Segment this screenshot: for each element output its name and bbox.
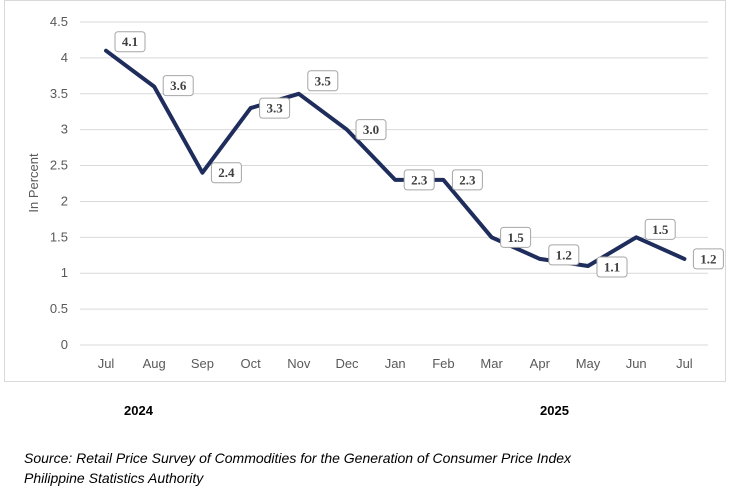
data-label-box xyxy=(259,97,291,119)
data-label-box xyxy=(210,162,242,184)
data-label-box xyxy=(548,244,580,266)
source-line-2: Philippine Statistics Authority xyxy=(24,470,204,486)
year-label-2024: 2024 xyxy=(124,403,153,418)
source-line-1: Source: Retail Price Survey of Commoditi… xyxy=(24,450,572,466)
data-label: 2.4 xyxy=(218,165,235,180)
data-label: 3.0 xyxy=(363,122,379,137)
x-tick-label: Feb xyxy=(432,356,454,371)
data-label: 3.3 xyxy=(266,101,283,116)
x-tick-label: Dec xyxy=(335,356,359,371)
data-label-box xyxy=(692,248,724,270)
y-tick-label: 0 xyxy=(61,337,68,352)
x-tick-label: May xyxy=(576,356,601,371)
y-tick-label: 4 xyxy=(61,50,68,65)
data-label: 4.1 xyxy=(122,34,138,49)
y-tick-label: 3.5 xyxy=(50,86,68,101)
data-label: 1.1 xyxy=(604,260,620,275)
data-label-box xyxy=(451,169,483,191)
x-tick-label: Jul xyxy=(98,356,115,371)
x-tick-label: Nov xyxy=(287,356,311,371)
data-label: 1.5 xyxy=(652,222,669,237)
data-label-box xyxy=(355,119,387,141)
data-label-box xyxy=(596,256,628,278)
data-label: 2.3 xyxy=(411,172,428,187)
x-tick-label: Apr xyxy=(530,356,551,371)
x-tick-label: Oct xyxy=(240,356,261,371)
x-tick-label: Aug xyxy=(143,356,166,371)
x-tick-label: Jul xyxy=(676,356,693,371)
data-label-box xyxy=(403,169,435,191)
data-label: 2.3 xyxy=(459,172,476,187)
data-label-box xyxy=(500,226,532,248)
y-tick-label: 0.5 xyxy=(50,301,68,316)
y-tick-label: 3 xyxy=(61,122,68,137)
data-label: 1.5 xyxy=(507,230,524,245)
series-line xyxy=(104,48,687,268)
y-tick-label: 2 xyxy=(61,193,68,208)
data-label-box xyxy=(644,218,676,240)
data-label: 1.2 xyxy=(556,247,572,262)
y-tick-label: 2.5 xyxy=(50,158,68,173)
x-tick-label: Jan xyxy=(385,356,406,371)
x-tick-label: Jun xyxy=(626,356,647,371)
data-label-box xyxy=(307,70,339,92)
x-tick-label: Sep xyxy=(191,356,214,371)
y-axis-label: In Percent xyxy=(26,153,41,213)
data-label: 1.2 xyxy=(700,251,716,266)
data-label-box xyxy=(114,31,146,53)
line-chart: 0 0.5 1 1.5 2 2.5 3 3.5 4 4.5 In Percent Jul Aug Sep O… xyxy=(26,14,724,371)
year-label-2025: 2025 xyxy=(540,403,569,418)
x-tick-label: Mar xyxy=(480,356,503,371)
y-tick-label: 4.5 xyxy=(50,14,68,29)
data-label: 3.5 xyxy=(315,73,332,88)
data-label: 3.6 xyxy=(170,78,187,93)
y-tick-label: 1 xyxy=(61,265,68,280)
data-label-box xyxy=(162,75,194,97)
y-tick-label: 1.5 xyxy=(50,229,68,244)
